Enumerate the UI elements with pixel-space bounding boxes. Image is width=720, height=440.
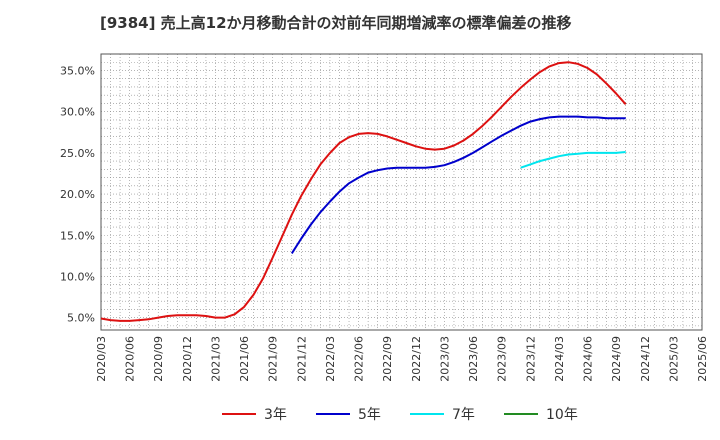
grid <box>101 54 702 330</box>
legend-label-7年: 7年 <box>452 407 475 423</box>
x-tick-label: 2020/12 <box>181 336 194 382</box>
y-tick-label: 25.0% <box>60 147 95 160</box>
x-tick-label: 2024/09 <box>610 336 623 382</box>
y-tick-label: 35.0% <box>60 64 95 77</box>
legend: 3年 5年 7年 10年 <box>222 407 578 423</box>
x-tick-label: 2023/03 <box>438 336 451 382</box>
legend-label-10年: 10年 <box>546 407 578 423</box>
plot-area <box>100 53 703 331</box>
x-tick-label: 2021/09 <box>267 336 280 382</box>
legend-label-5年: 5年 <box>358 407 381 423</box>
x-tick-label: 2025/06 <box>696 336 709 382</box>
series-line-3年 <box>100 61 627 322</box>
x-tick-label: 2024/03 <box>553 336 566 382</box>
x-axis-ticks: 2020/03 2020/06 2020/09 2020/12 2021/03 2021/… <box>95 336 709 382</box>
x-tick-label: 2020/06 <box>124 336 137 382</box>
x-tick-label: 2020/09 <box>152 336 165 382</box>
x-tick-label: 2023/12 <box>524 336 537 382</box>
x-tick-label: 2022/12 <box>410 336 423 382</box>
x-tick-label: 2022/09 <box>381 336 394 382</box>
legend-label-3年: 3年 <box>264 407 287 423</box>
y-tick-label: 10.0% <box>60 270 95 283</box>
y-tick-label: 20.0% <box>60 188 95 201</box>
x-tick-label: 2021/12 <box>295 336 308 382</box>
x-tick-label: 2023/09 <box>496 336 509 382</box>
y-tick-label: 15.0% <box>60 229 95 242</box>
y-tick-label: 5.0% <box>67 312 95 325</box>
series-line-5年 <box>290 115 626 254</box>
x-tick-label: 2020/03 <box>95 336 108 382</box>
y-axis-ticks: 5.0% 10.0% 15.0% 20.0% 25.0% 30.0% 35.0% <box>60 64 95 324</box>
x-tick-label: 2024/06 <box>582 336 595 382</box>
x-tick-label: 2022/03 <box>324 336 337 382</box>
series-lines <box>100 61 627 322</box>
x-tick-label: 2021/06 <box>238 336 251 382</box>
chart-title: [9384] 売上高12か月移動合計の対前年同期増減率の標準偏差の推移 <box>100 14 572 32</box>
x-tick-label: 2022/06 <box>353 336 366 382</box>
x-tick-label: 2024/12 <box>639 336 652 382</box>
series-line-7年 <box>520 151 626 169</box>
x-tick-label: 2023/06 <box>467 336 480 382</box>
x-tick-label: 2021/03 <box>209 336 222 382</box>
y-tick-label: 30.0% <box>60 106 95 119</box>
x-tick-label: 2025/03 <box>667 336 680 382</box>
